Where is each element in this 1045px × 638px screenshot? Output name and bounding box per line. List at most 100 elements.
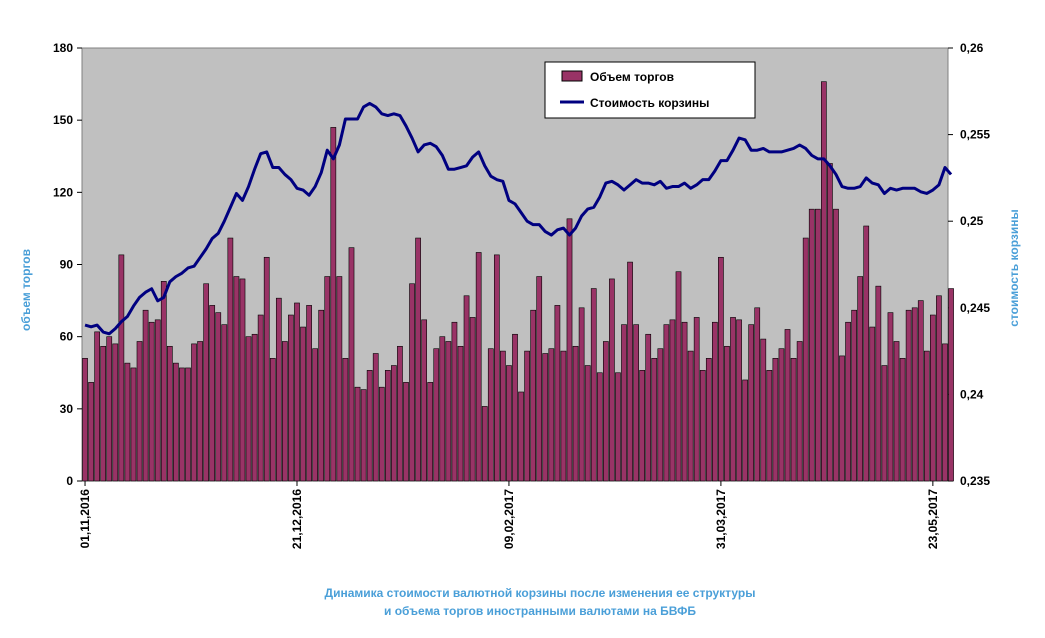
bar (609, 278, 615, 482)
bar (905, 309, 912, 482)
bar (481, 406, 488, 482)
bar (548, 348, 555, 482)
bar (766, 370, 773, 482)
bar (342, 358, 349, 482)
bar (705, 358, 712, 482)
bar (421, 319, 428, 482)
bar (845, 321, 851, 482)
bar (760, 338, 767, 482)
bar (784, 329, 791, 482)
bar (566, 218, 573, 482)
y2-tick-label: 0,24 (960, 387, 984, 401)
bar (94, 331, 100, 482)
bar (451, 321, 458, 482)
bar (930, 314, 936, 482)
bar (572, 345, 579, 482)
bar (397, 345, 403, 482)
legend-label: Объем торгов (590, 70, 674, 84)
bar (730, 317, 736, 482)
bar (736, 319, 742, 482)
chart-title: Динамика стоимости валютной корзины посл… (325, 586, 756, 600)
bar (542, 353, 549, 482)
bar (469, 317, 476, 482)
bar (790, 358, 797, 482)
bar (808, 208, 815, 482)
bar (923, 350, 930, 482)
x-tick-label: 31,03,2017 (714, 489, 728, 549)
bar (166, 345, 173, 482)
bar (748, 324, 755, 482)
bar (191, 343, 197, 482)
bar (154, 319, 161, 482)
bar (645, 333, 652, 482)
bar (524, 350, 530, 482)
bar (124, 362, 131, 482)
bar (106, 336, 113, 482)
bar (851, 309, 857, 482)
bar (487, 348, 494, 482)
bar (596, 372, 603, 482)
bar (142, 309, 149, 482)
bar (657, 348, 664, 482)
bar (621, 324, 627, 482)
bar (893, 341, 900, 482)
bar (669, 319, 676, 482)
bar (336, 276, 343, 482)
bar (778, 348, 785, 482)
bar (173, 362, 179, 482)
y2-tick-label: 0,255 (960, 128, 990, 142)
bar (687, 350, 694, 482)
bar (275, 297, 282, 482)
bar (372, 353, 379, 482)
bar (512, 333, 518, 482)
bar (536, 276, 543, 482)
bar (148, 321, 155, 482)
bar (88, 382, 94, 482)
y-axis-label: объем торгов (19, 249, 33, 331)
y2-tick-label: 0,235 (960, 474, 990, 488)
bar (415, 237, 421, 482)
bar (439, 336, 446, 482)
bar (675, 271, 682, 482)
bar (445, 341, 452, 482)
bar (306, 305, 312, 482)
bar (633, 324, 639, 482)
bar (875, 285, 882, 482)
bar (699, 370, 706, 482)
bar (827, 163, 833, 482)
x-tick-label: 01,11,2016 (78, 489, 92, 549)
bar (942, 343, 948, 482)
bar (112, 343, 119, 482)
bar (263, 256, 270, 482)
bar (578, 307, 585, 482)
bar (869, 326, 876, 482)
bar (269, 358, 276, 482)
bar (518, 391, 524, 482)
y2-tick-label: 0,26 (960, 41, 984, 55)
bar (318, 309, 325, 482)
bar (742, 379, 748, 482)
bar (457, 345, 464, 482)
bar (821, 81, 827, 482)
bar (863, 225, 870, 482)
bar (500, 350, 506, 482)
bar (911, 307, 918, 482)
bar (185, 367, 191, 482)
bar (282, 341, 288, 482)
y2-axis-label: стоимость корзины (1007, 209, 1021, 326)
bar (615, 372, 621, 482)
bar (936, 295, 942, 482)
bar (463, 295, 470, 482)
bar (288, 314, 294, 482)
line-series (84, 101, 953, 336)
bar (754, 307, 761, 482)
bar (857, 276, 864, 482)
bar (239, 278, 246, 482)
bar (590, 288, 597, 482)
bar (233, 276, 240, 482)
bar (712, 321, 718, 482)
y-tick-label: 0 (66, 474, 73, 488)
bar (366, 370, 373, 482)
bar (118, 254, 125, 482)
